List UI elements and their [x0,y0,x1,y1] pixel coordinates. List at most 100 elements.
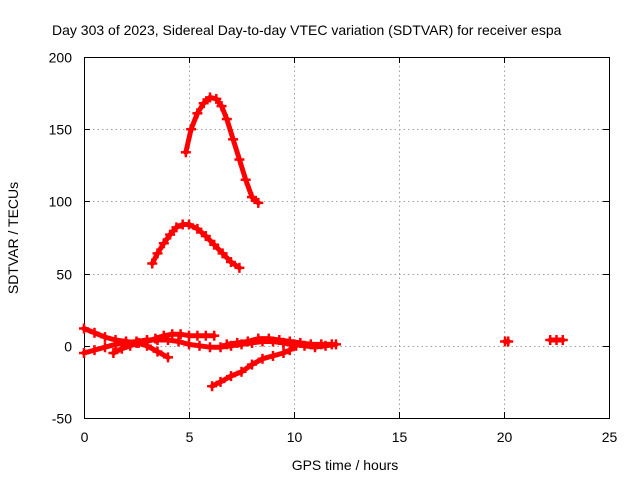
data-point [278,337,289,348]
data-point [142,336,152,347]
data-point [175,329,186,340]
data-point [205,92,215,103]
data-point [299,340,310,351]
data-point [310,342,320,353]
data-point [320,340,331,351]
data-point [221,114,232,125]
series-arc-low-3 [108,329,220,359]
data-point [167,329,178,340]
y-tick-label: 150 [49,122,73,138]
data-point [192,108,203,119]
data-point [216,101,227,112]
data-point [236,366,247,377]
data-point [158,238,169,249]
data-point [100,342,110,353]
data-point [278,348,289,359]
data-point [221,339,232,350]
data-point [110,339,121,350]
data-point [247,359,257,370]
data-point [150,333,161,344]
data-point [79,323,89,334]
data-point [331,339,341,350]
data-point [215,376,226,387]
data-point [163,352,173,363]
data-point [284,345,295,356]
data-point [79,348,89,359]
data-point [194,340,205,351]
series-arc-mid [147,219,245,273]
data-point [247,192,257,203]
series-arc-short-a [500,336,514,347]
series-layer [79,92,568,392]
chart-title: Day 303 of 2023, Sidereal Day-to-day VTE… [52,22,562,38]
data-point [158,330,169,341]
x-axis-label: GPS time / hours [292,457,399,473]
x-tick-label: 5 [186,429,194,445]
data-point [268,350,278,361]
data-point [186,124,197,135]
data-point [200,330,211,341]
data-point [192,223,203,234]
y-axis-label: SDTVAR / TECUs [5,182,21,294]
data-point [234,154,245,165]
y-tick-label: 200 [49,50,73,66]
data-point [152,346,163,357]
data-point [89,345,100,356]
data-point [205,342,215,353]
y-tick-label: 0 [64,339,72,355]
data-point [184,339,194,350]
data-point [192,330,203,341]
data-point [165,229,176,240]
data-point [152,248,163,259]
data-point [180,147,191,158]
y-tick-label: 50 [56,267,72,283]
data-point [253,197,264,208]
data-point [211,93,222,104]
plot-frame [84,57,610,419]
data-point [557,335,568,346]
x-tick-label: 20 [497,429,513,445]
data-point [503,336,514,347]
data-point [184,330,194,341]
series-arc-low-4 [207,340,302,392]
data-point [125,340,136,351]
x-tick-label: 15 [392,429,408,445]
data-point [253,333,264,344]
x-tick-label: 25 [602,429,618,445]
data-point [242,336,253,347]
data-point [200,231,211,242]
data-point [147,258,158,269]
data-point [289,339,299,350]
y-tick-label: -50 [52,411,72,427]
data-point [234,262,245,273]
data-point [226,371,236,382]
data-point [217,248,228,259]
grid-layer [84,57,609,418]
data-point [89,327,100,338]
x-tick-label: 0 [81,429,89,445]
data-point [171,222,182,233]
data-point [226,257,236,268]
data-point [263,333,274,344]
series-arc-low-6 [278,337,341,353]
data-point [184,219,194,230]
data-point [209,330,220,341]
data-point [215,342,226,353]
series-arc-short-b [545,335,568,346]
series-line [209,343,299,389]
data-point [240,174,251,185]
series-arc-high [180,92,264,208]
tick-layer: 0 5 10 15 20 25 -50 0 50 100 150 200 [49,50,618,446]
data-point [207,381,218,392]
data-point [133,337,144,348]
data-point [257,353,268,364]
data-point [198,98,209,109]
data-point [209,239,220,250]
data-point [232,337,243,348]
data-point [100,332,110,343]
data-point [173,336,184,347]
data-point [228,134,239,145]
x-tick-label: 10 [287,429,303,445]
data-point [116,343,127,354]
